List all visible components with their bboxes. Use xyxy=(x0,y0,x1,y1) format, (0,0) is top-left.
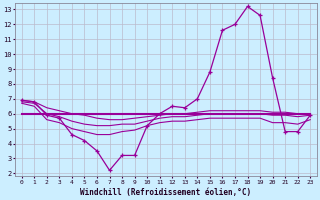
X-axis label: Windchill (Refroidissement éolien,°C): Windchill (Refroidissement éolien,°C) xyxy=(80,188,252,197)
